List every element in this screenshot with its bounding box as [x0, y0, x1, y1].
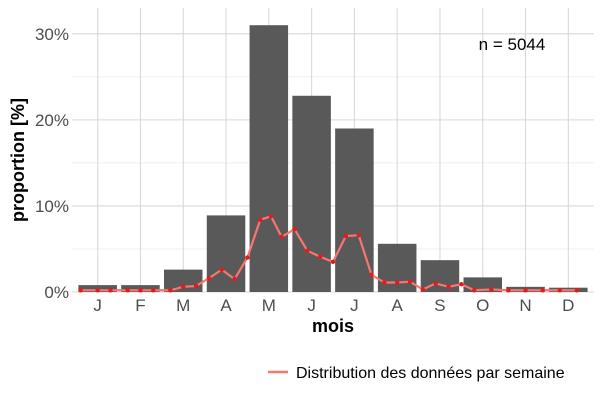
x-tick-label: J [93, 296, 102, 315]
weekly-series [78, 214, 580, 293]
weekly-point [292, 226, 297, 232]
bar [206, 215, 246, 292]
weekly-point [268, 214, 274, 219]
weekly-point [151, 288, 156, 293]
weekly-point [232, 276, 237, 282]
y-tick-label: 30% [35, 25, 69, 44]
weekly-point [446, 284, 451, 290]
weekly-point [181, 284, 186, 290]
y-axis-title: proportion [%] [8, 98, 28, 222]
y-axis: 0% 10% 20% 30% [35, 25, 69, 302]
weekly-point [459, 282, 464, 287]
legend: Distribution des données par semaine [268, 365, 565, 382]
weekly-point [420, 287, 426, 292]
weekly-point [258, 217, 263, 222]
weekly-point [506, 288, 511, 293]
x-tick-label: A [392, 296, 404, 315]
x-axis-title: mois [312, 316, 354, 336]
weekly-point [193, 283, 199, 289]
weekly-point [219, 267, 224, 272]
x-tick-label: O [476, 296, 489, 315]
bar [249, 25, 289, 292]
x-tick-label: S [434, 296, 445, 315]
legend-label: Distribution des données par semaine [296, 365, 565, 382]
weekly-point [95, 288, 100, 293]
weekly-point [369, 272, 374, 277]
weekly-point [523, 288, 528, 293]
weekly-point [574, 288, 580, 293]
bar [335, 128, 374, 292]
y-tick-label: 20% [35, 111, 69, 130]
weekly-point [279, 234, 284, 240]
weekly-point [108, 288, 113, 293]
bar [377, 243, 417, 292]
weekly-point [407, 279, 413, 284]
n-annotation: n = 5044 [479, 35, 546, 54]
weekly-point [471, 288, 477, 293]
y-tick-label: 0% [44, 283, 69, 302]
x-tick-label: A [220, 296, 232, 315]
weekly-point [125, 288, 130, 293]
bars [78, 25, 588, 292]
weekly-point [317, 254, 323, 259]
weekly-point [356, 233, 361, 238]
x-tick-label: J [307, 296, 316, 315]
x-tick-label: M [262, 296, 276, 315]
weekly-point [78, 288, 83, 293]
weekly-point [138, 288, 143, 293]
weekly-point [206, 276, 212, 281]
weekly-point [382, 280, 387, 285]
x-tick-label: M [176, 296, 190, 315]
panel-background [72, 8, 594, 292]
x-tick-label: N [519, 296, 531, 315]
weekly-point [433, 281, 438, 286]
bar [292, 95, 331, 292]
weekly-point [245, 255, 250, 260]
weekly-point [305, 248, 310, 253]
weekly-point [489, 287, 494, 292]
x-tick-label: J [350, 296, 359, 315]
weekly-point [540, 288, 545, 293]
weekly-point [330, 259, 336, 265]
weekly-point [557, 288, 562, 293]
weekly-point [168, 288, 173, 293]
y-tick-label: 10% [35, 197, 69, 216]
weekly-point [394, 280, 400, 285]
x-tick-label: F [135, 296, 145, 315]
x-tick-label: D [562, 296, 574, 315]
weekly-point [343, 233, 349, 239]
